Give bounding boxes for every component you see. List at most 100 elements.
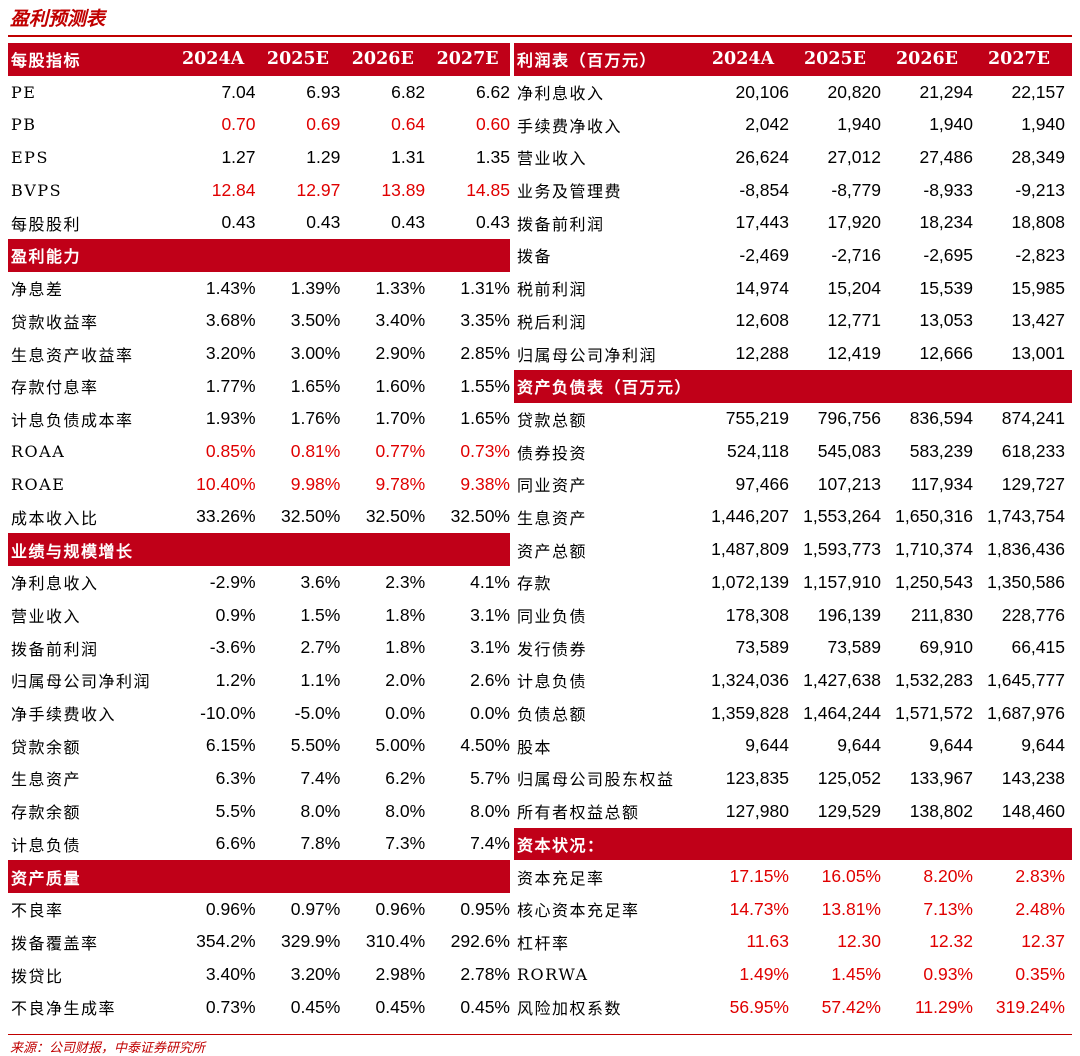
table-row: 存款 1,072,139 1,157,910 1,250,543 1,350,586 [514,566,1072,599]
source-note: 来源：公司财报，中泰证券研究所 [10,1041,206,1056]
row-label: 归属母公司净利润 [517,345,658,365]
value-cell: 20,106 [735,81,789,102]
value-cell: 12,419 [827,343,881,364]
row-label: 资本充足率 [517,868,605,888]
year-header-cell: 2026E [351,49,414,70]
row-label: 负债总额 [517,705,588,725]
value-cell: 5.5% [215,800,256,821]
value-cell: 12.37 [1021,931,1065,952]
value-cell: 11.63 [746,931,790,952]
row-label: 税后利润 [517,312,588,332]
value-cell: 196,139 [817,604,881,625]
value-cell: 12,666 [919,343,973,364]
table-row: 手续费净收入 2,042 1,940 1,940 1,940 [514,108,1072,141]
table-row: PB 0.70 0.69 0.64 0.60 [8,108,510,141]
value-cell: 7.4% [300,767,341,788]
value-cell: 125,052 [817,767,881,788]
value-cell: 1.55% [460,375,510,396]
section-header-label: 盈利能力 [11,247,82,267]
value-cell: 1.31 [391,146,426,167]
value-cell: 148,460 [1001,800,1065,821]
value-cell: 12,608 [735,310,789,331]
value-cell: 0.96% [205,898,256,919]
table-row: 拨备覆盖率 354.2% 329.9% 310.4% 292.6% [8,926,510,959]
row-label: 存款 [517,574,553,594]
value-cell: 3.20% [205,343,256,364]
value-cell: 13,053 [919,310,973,331]
row-label: BVPS [11,180,63,200]
value-cell: 0.81% [290,441,341,462]
table-row: 拨备 -2,469 -2,716 -2,695 -2,823 [514,239,1072,272]
value-cell: 1,836,436 [987,539,1065,560]
value-cell: -2,823 [1015,244,1065,265]
value-cell: 0.9% [215,604,256,625]
value-cell: 0.45% [460,996,510,1017]
row-label: 业务及管理费 [517,182,623,202]
value-cell: 32.50% [280,506,341,527]
value-cell: 13,427 [1011,310,1065,331]
table-row: 归属母公司净利润 1.2% 1.1% 2.0% 2.6% [8,664,510,697]
table-row: 同业资产 97,466 107,213 117,934 129,727 [514,468,1072,501]
value-cell: 3.40% [205,964,256,985]
value-cell: 14.85 [466,179,510,200]
value-cell: 12.84 [211,179,256,200]
table-row: EPS 1.27 1.29 1.31 1.35 [8,141,510,174]
table-row: 归属母公司股东权益 123,835 125,052 133,967 143,238 [514,762,1072,795]
value-cell: 5.00% [375,735,426,756]
section-header: 资产负债表（百万元） [514,369,1072,403]
value-cell: -8,779 [831,179,881,200]
section-header: 资本状况： [514,827,1072,861]
value-cell: 0.0% [385,702,426,723]
value-cell: -5.0% [294,702,341,723]
section-header: 盈利能力 [8,239,510,272]
row-label: 不良率 [11,901,64,921]
row-label: 同业负债 [517,607,588,627]
value-cell: 2.85% [460,343,510,364]
value-cell: 1.29 [306,146,341,167]
value-cell: 3.1% [470,604,510,625]
value-cell: 2.83% [1015,866,1065,887]
row-label: 资产总额 [517,541,588,561]
row-label: 贷款收益率 [11,312,99,332]
section-header: 业绩与规模增长 [8,533,510,566]
value-cell: 5.50% [290,735,341,756]
table-row: 不良率 0.96% 0.97% 0.96% 0.95% [8,893,510,926]
row-label: 生息资产 [517,508,588,528]
value-cell: 21,294 [919,81,973,102]
value-cell: 1,464,244 [803,702,881,723]
value-cell: 1,650,316 [895,506,973,527]
left-table: 每股指标 2024A 2025E 2026E 2027E PE 7.04 6.93 6.82 6.… [8,43,510,1024]
value-cell: 0.95% [460,898,510,919]
value-cell: 56.95% [729,996,789,1017]
value-cell: 13.89 [381,179,426,200]
row-label: 计息负债 [11,835,82,855]
value-cell: 12,288 [735,343,789,364]
table-row: 不良净生成率 0.73% 0.45% 0.45% 0.45% [8,991,510,1024]
value-cell: 7.04 [221,81,256,102]
value-cell: 3.00% [290,343,341,364]
value-cell: 1.70% [375,408,426,429]
value-cell: 7.8% [300,833,341,854]
footer-divider [8,1034,1072,1035]
row-label: 拨备前利润 [517,214,605,234]
value-cell: 9.38% [460,473,510,494]
value-cell: 0.45% [290,996,341,1017]
value-cell: 583,239 [909,441,973,462]
value-cell: 6.6% [215,833,256,854]
value-cell: 7.4% [470,833,510,854]
value-cell: 2.98% [375,964,426,985]
table-row: 净利息收入 -2.9% 3.6% 2.3% 4.1% [8,566,510,599]
value-cell: 545,083 [817,441,881,462]
row-label: 净息差 [11,280,64,300]
value-cell: 1,427,638 [803,669,881,690]
value-cell: 123,835 [725,767,789,788]
value-cell: 0.45% [375,996,426,1017]
value-cell: 0.43 [475,212,510,233]
value-cell: 1,446,207 [711,506,789,527]
value-cell: 8.0% [470,800,510,821]
row-label: 计息负债 [517,672,588,692]
value-cell: 0.73% [205,996,256,1017]
row-label: 归属母公司股东权益 [517,770,675,790]
value-cell: 0.97% [290,898,341,919]
value-cell: 1.76% [290,408,341,429]
